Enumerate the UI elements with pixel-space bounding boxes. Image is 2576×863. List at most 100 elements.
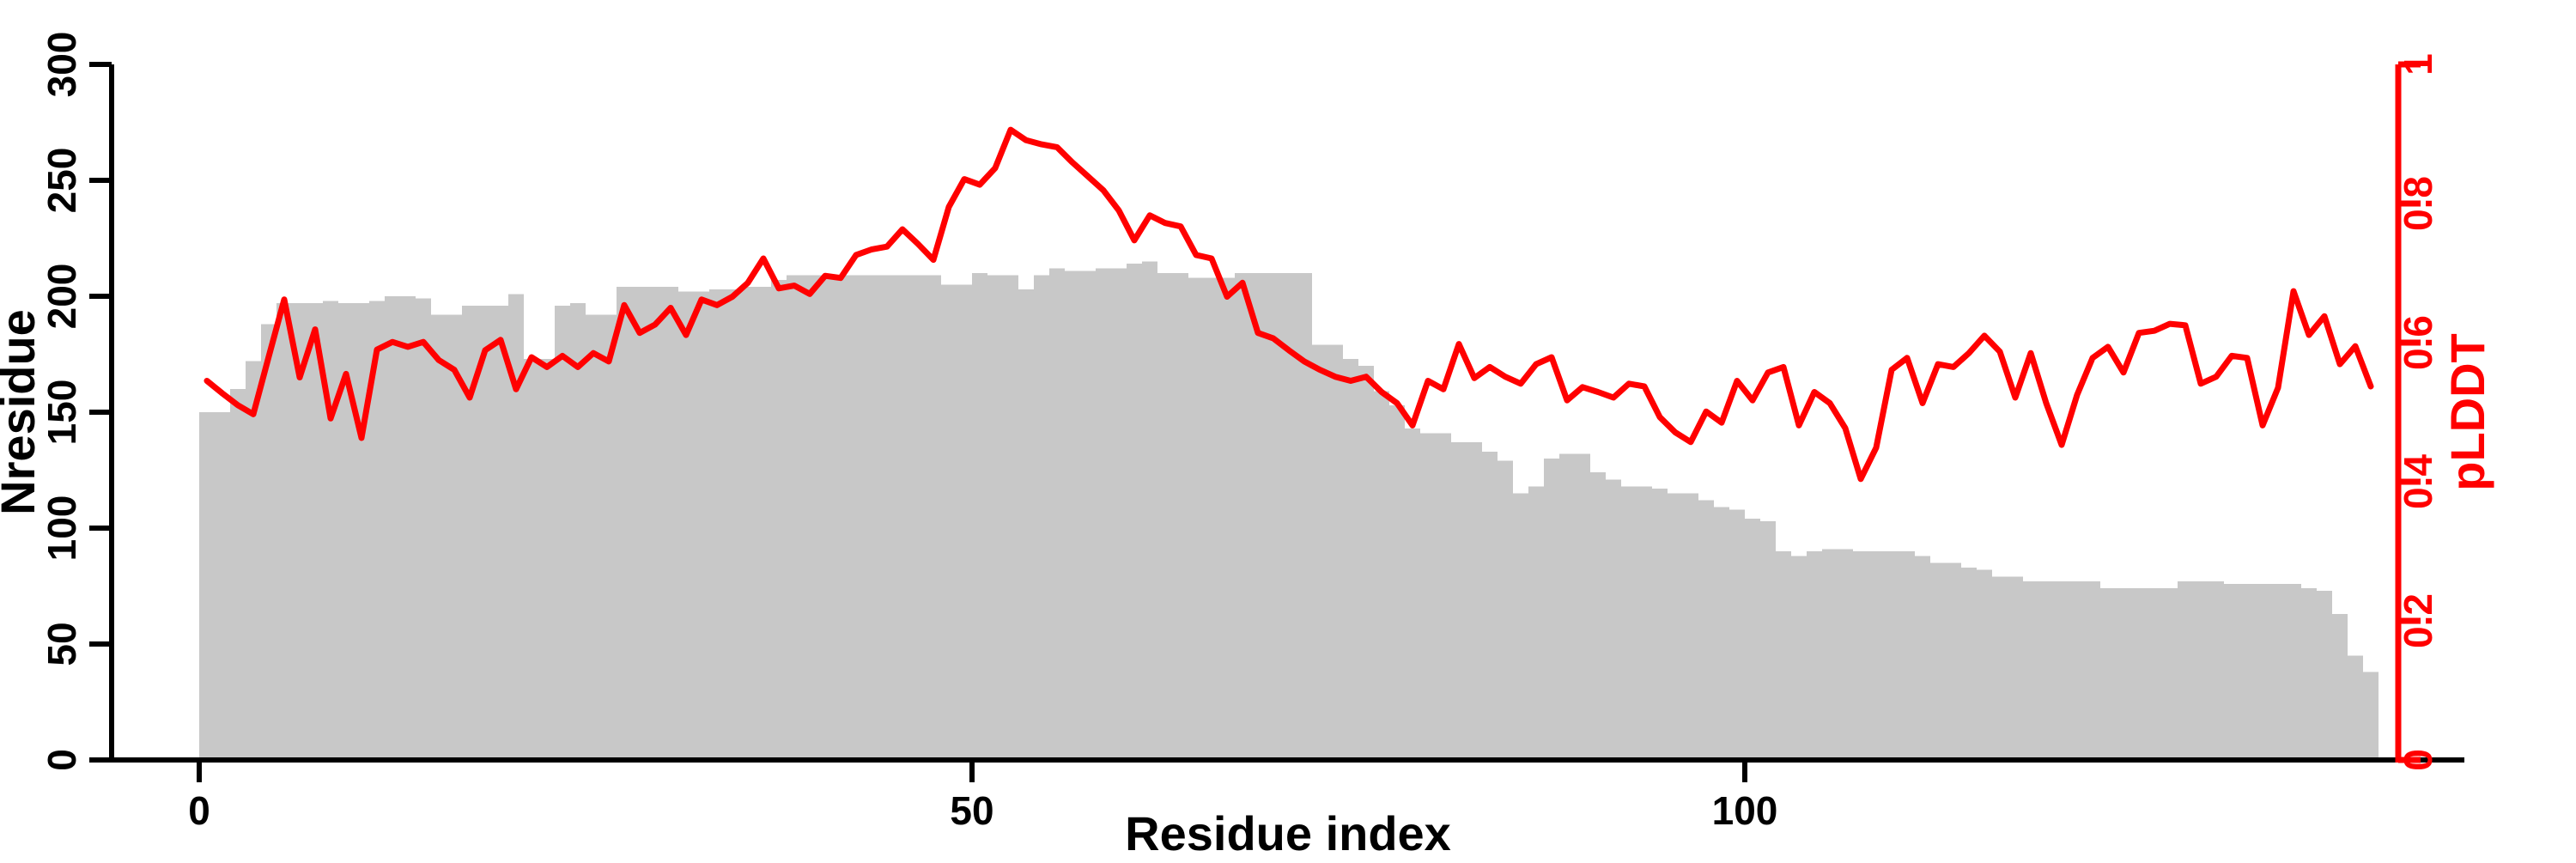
coverage-bar <box>369 301 385 760</box>
coverage-bar <box>1899 551 1915 760</box>
x-axis-title: Residue index <box>1125 806 1451 859</box>
coverage-bar <box>1204 277 1219 760</box>
coverage-bar <box>1637 486 1652 760</box>
coverage-bar <box>910 275 926 760</box>
coverage-bar <box>1250 273 1266 760</box>
coverage-bar <box>848 275 864 760</box>
coverage-bar <box>1080 270 1096 760</box>
coverage-bar <box>1575 453 1590 760</box>
coverage-bar <box>307 303 323 761</box>
coverage-bar <box>1791 556 1807 760</box>
coverage-bar <box>570 303 586 761</box>
coverage-bar <box>2239 583 2255 760</box>
coverage-bar <box>338 303 354 761</box>
coverage-bar <box>2332 613 2348 760</box>
coverage-bar <box>1096 268 1111 761</box>
coverage-bar <box>354 303 369 761</box>
coverage-bar <box>1590 472 1606 760</box>
x-tick-label: 50 <box>950 788 993 833</box>
coverage-bar <box>2224 583 2239 760</box>
coverage-bar <box>385 296 400 760</box>
coverage-bar <box>879 275 895 760</box>
coverage-bar <box>1652 489 1668 760</box>
coverage-bar <box>817 275 833 760</box>
coverage-bar <box>1358 366 1374 760</box>
coverage-bar <box>2270 583 2286 760</box>
coverage-bar <box>1930 562 1946 760</box>
coverage-bar <box>941 284 957 760</box>
coverage-bar <box>678 291 694 761</box>
coverage-bar <box>586 314 601 761</box>
nresidue-bars <box>199 261 2379 761</box>
coverage-bar <box>2317 590 2332 760</box>
coverage-bar <box>1714 507 1729 760</box>
coverage-bar <box>1683 493 1698 760</box>
coverage-bar <box>508 294 524 760</box>
coverage-bar <box>2178 581 2193 760</box>
coverage-bar <box>2193 581 2208 760</box>
coverage-bar <box>1127 264 1142 760</box>
x-tick-label: 100 <box>1712 788 1778 833</box>
y-left-tick-label: 200 <box>39 264 84 330</box>
coverage-bar <box>1946 562 1961 760</box>
y-right-axis-title: pLDDT <box>2440 333 2494 491</box>
y-right-tick-label: 0.4 <box>2396 454 2440 509</box>
y-left-axis-title: Nresidue <box>0 309 45 515</box>
coverage-bar <box>1003 275 1018 760</box>
coverage-bar <box>1018 289 1034 760</box>
coverage-bar <box>833 275 848 760</box>
coverage-bar <box>2116 588 2131 760</box>
coverage-bar <box>864 275 879 760</box>
coverage-bar <box>2131 588 2147 760</box>
coverage-bar <box>1884 551 1899 760</box>
coverage-bar <box>1219 277 1235 760</box>
coverage-bar <box>400 296 416 760</box>
coverage-bar <box>2363 672 2379 760</box>
y-left-tick-label: 250 <box>39 148 84 214</box>
coverage-bar <box>802 275 817 760</box>
coverage-bar <box>199 412 215 760</box>
coverage-bar <box>1915 556 1930 760</box>
coverage-bar <box>987 275 1003 760</box>
coverage-bar <box>1436 433 1451 760</box>
coverage-bar <box>1049 268 1065 761</box>
coverage-bar <box>1992 576 2008 760</box>
coverage-bar <box>2054 581 2069 760</box>
coverage-bar <box>1065 270 1080 760</box>
coverage-bar <box>2038 581 2054 760</box>
coverage-bar <box>1698 500 1714 760</box>
coverage-bar <box>1034 275 1049 760</box>
coverage-bar <box>1745 519 1760 760</box>
coverage-bar <box>431 314 447 761</box>
coverage-bar <box>632 287 647 760</box>
y-right-tick-label: 0.6 <box>2396 315 2440 370</box>
coverage-bar <box>1977 569 1992 760</box>
coverage-bar <box>416 298 431 760</box>
coverage-bar <box>972 273 987 760</box>
y-left-tick-label: 150 <box>39 380 84 446</box>
coverage-bar <box>1822 549 1838 760</box>
coverage-bar <box>1513 493 1528 760</box>
coverage-bar <box>617 287 632 760</box>
coverage-bar <box>1668 493 1683 760</box>
coverage-bar <box>1498 460 1513 760</box>
coverage-bar <box>1729 509 1745 760</box>
coverage-bar <box>771 280 787 761</box>
y-left-tick-label: 50 <box>39 622 84 665</box>
coverage-bar <box>276 303 292 761</box>
coverage-bar <box>1760 520 1776 760</box>
y-right-tick-label: 0 <box>2396 749 2440 771</box>
coverage-bar <box>215 412 230 760</box>
coverage-bar <box>1467 442 1482 760</box>
coverage-bar <box>1621 486 1637 760</box>
coverage-bar <box>493 305 508 760</box>
coverage-bar <box>2147 588 2162 760</box>
coverage-bar <box>756 287 771 760</box>
coverage-bar <box>246 361 261 760</box>
y-left-tick-label: 0 <box>39 749 84 771</box>
coverage-bar <box>2208 581 2224 760</box>
coverage-bar <box>1961 567 1977 760</box>
coverage-bar <box>524 358 539 760</box>
